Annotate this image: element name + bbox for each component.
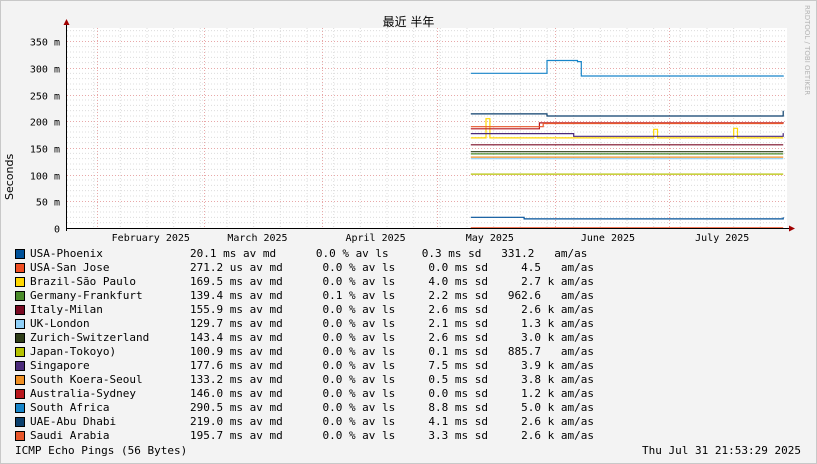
- legend-row: UK-London 129.7 ms av md 0.0 % av ls 2.1 …: [15, 317, 655, 331]
- legend-row: Japan-Tokoyo) 100.9 ms av md 0.0 % av ls …: [15, 345, 655, 359]
- legend-series-stats: 271.2 us av md 0.0 % av ls 0.0 ms sd 4.5…: [190, 261, 594, 274]
- y-tick-label: 250 m: [30, 92, 60, 103]
- series-line: [470, 122, 784, 128]
- series-line: [470, 133, 784, 137]
- x-tick-label: July 2025: [695, 233, 749, 244]
- y-tick-label: 350 m: [30, 38, 60, 49]
- legend-series-stats: 195.7 ms av md 0.0 % av ls 3.3 ms sd 2.6…: [190, 429, 594, 442]
- legend-series-name: Zurich-Switzerland: [30, 331, 150, 344]
- legend-row: UAE-Abu Dhabi 219.0 ms av md 0.0 % av ls …: [15, 415, 655, 429]
- legend-series-stats: 290.5 ms av md 0.0 % av ls 8.8 ms sd 5.0…: [190, 401, 594, 414]
- y-tick-label: 200 m: [30, 118, 60, 129]
- x-tick-label: May 2025: [466, 233, 514, 244]
- legend-row: USA-Phoenix 20.1 ms av md 0.0 % av ls 0.3…: [15, 247, 655, 261]
- legend-series-name: South Africa: [30, 401, 110, 414]
- legend-swatch: [15, 417, 25, 427]
- tick-label-layer: 0 50 m 100 m 150 m 200 m 250 m 300 m 350 m Febru…: [30, 38, 749, 245]
- legend-series-name: Australia-Sydney: [30, 387, 136, 400]
- legend-row: Italy-Milan 155.9 ms av md 0.0 % av ls 2.…: [15, 303, 655, 317]
- legend-swatch: [15, 361, 25, 371]
- legend-series-stats: 177.6 ms av md 0.0 % av ls 7.5 ms sd 3.9…: [190, 359, 594, 372]
- legend-swatch: [15, 403, 25, 413]
- legend-series-stats: 100.9 ms av md 0.0 % av ls 0.1 ms sd 885…: [190, 345, 594, 358]
- legend-series-name: Saudi Arabia: [30, 429, 110, 442]
- legend-series-stats: 20.1 ms av md 0.0 % av ls 0.3 ms sd 331.…: [190, 247, 588, 260]
- legend-row: Zurich-Switzerland 143.4 ms av md 0.0 % a…: [15, 331, 655, 345]
- legend-row: South Africa 290.5 ms av md 0.0 % av ls 8…: [15, 401, 655, 415]
- y-tick-label: 150 m: [30, 145, 60, 156]
- legend-series-stats: 146.0 ms av md 0.0 % av ls 0.0 ms sd 1.2…: [190, 387, 594, 400]
- legend-series-name: Japan-Tokoyo): [30, 345, 117, 358]
- y-tick-label: 50 m: [36, 198, 60, 209]
- legend-row: South Koera-Seoul 133.2 ms av md 0.0 % av…: [15, 373, 655, 387]
- legend-swatch: [15, 389, 25, 399]
- legend-swatch: [15, 319, 25, 329]
- y-tick-label: 100 m: [30, 172, 60, 183]
- x-tick-label: February 2025: [112, 233, 190, 244]
- x-axis-arrow: [789, 225, 795, 232]
- legend-series-name: South Koera-Seoul: [30, 373, 143, 386]
- series-layer: [470, 59, 784, 229]
- x-tick-label: March 2025: [227, 233, 287, 244]
- legend-swatch: [15, 333, 25, 343]
- legend-series-stats: 129.7 ms av md 0.0 % av ls 2.1 ms sd 1.3…: [190, 317, 594, 330]
- legend-series-name: Italy-Milan: [30, 303, 103, 316]
- legend-series-name: USA-Phoenix: [30, 247, 103, 260]
- footer-description: ICMP Echo Pings (56 Bytes): [15, 444, 188, 457]
- legend-series-name: Singapore: [30, 359, 90, 372]
- footer-timestamp: Thu Jul 31 21:53:29 2025: [642, 444, 801, 457]
- x-tick-label: April 2025: [345, 233, 405, 244]
- legend-swatch: [15, 249, 25, 259]
- legend-row: Saudi Arabia 195.7 ms av md 0.0 % av ls 3…: [15, 429, 655, 443]
- legend-series-stats: 133.2 ms av md 0.0 % av ls 0.5 ms sd 3.8…: [190, 373, 594, 386]
- legend-series-stats: 219.0 ms av md 0.0 % av ls 4.1 ms sd 2.6…: [190, 415, 594, 428]
- axis-layer: [63, 19, 795, 232]
- series-line: [470, 118, 784, 139]
- series-line: [470, 110, 784, 117]
- series-line: [470, 216, 784, 220]
- legend-series-name: UAE-Abu Dhabi: [30, 415, 117, 428]
- legend-row: Australia-Sydney 146.0 ms av md 0.0 % av …: [15, 387, 655, 401]
- legend-series-name: Germany-Frankfurt: [30, 289, 143, 302]
- legend-row: USA-San Jose 271.2 us av md 0.0 % av ls 0…: [15, 261, 655, 275]
- legend-row: Brazil-São Paulo 169.5 ms av md 0.0 % av …: [15, 275, 655, 289]
- legend: USA-Phoenix 20.1 ms av md 0.0 % av ls 0.3…: [15, 247, 655, 443]
- legend-swatch: [15, 291, 25, 301]
- legend-swatch: [15, 263, 25, 273]
- plot-background: [67, 28, 787, 228]
- y-tick-label: 300 m: [30, 65, 60, 76]
- legend-row: Germany-Frankfurt 139.4 ms av md 0.1 % av…: [15, 289, 655, 303]
- legend-swatch: [15, 277, 25, 287]
- legend-series-name: UK-London: [30, 317, 90, 330]
- legend-series-name: Brazil-São Paulo: [30, 275, 136, 288]
- legend-swatch: [15, 431, 25, 441]
- legend-swatch: [15, 347, 25, 357]
- legend-series-name: USA-San Jose: [30, 261, 110, 274]
- legend-swatch: [15, 375, 25, 385]
- legend-series-stats: 155.9 ms av md 0.0 % av ls 2.6 ms sd 2.6…: [190, 303, 594, 316]
- legend-swatch: [15, 305, 25, 315]
- series-line: [470, 59, 784, 77]
- chart-title: 最近 半年: [382, 15, 435, 29]
- legend-series-stats: 139.4 ms av md 0.1 % av ls 2.2 ms sd 962…: [190, 289, 594, 302]
- legend-series-stats: 143.4 ms av md 0.0 % av ls 2.6 ms sd 3.0…: [190, 331, 594, 344]
- legend-series-stats: 169.5 ms av md 0.0 % av ls 4.0 ms sd 2.7…: [190, 275, 594, 288]
- y-tick-label: 0: [54, 225, 60, 236]
- grid-layer: [67, 28, 787, 228]
- x-tick-label: June 2025: [581, 233, 635, 244]
- legend-row: Singapore 177.6 ms av md 0.0 % av ls 7.5 …: [15, 359, 655, 373]
- y-axis-arrow: [63, 19, 70, 25]
